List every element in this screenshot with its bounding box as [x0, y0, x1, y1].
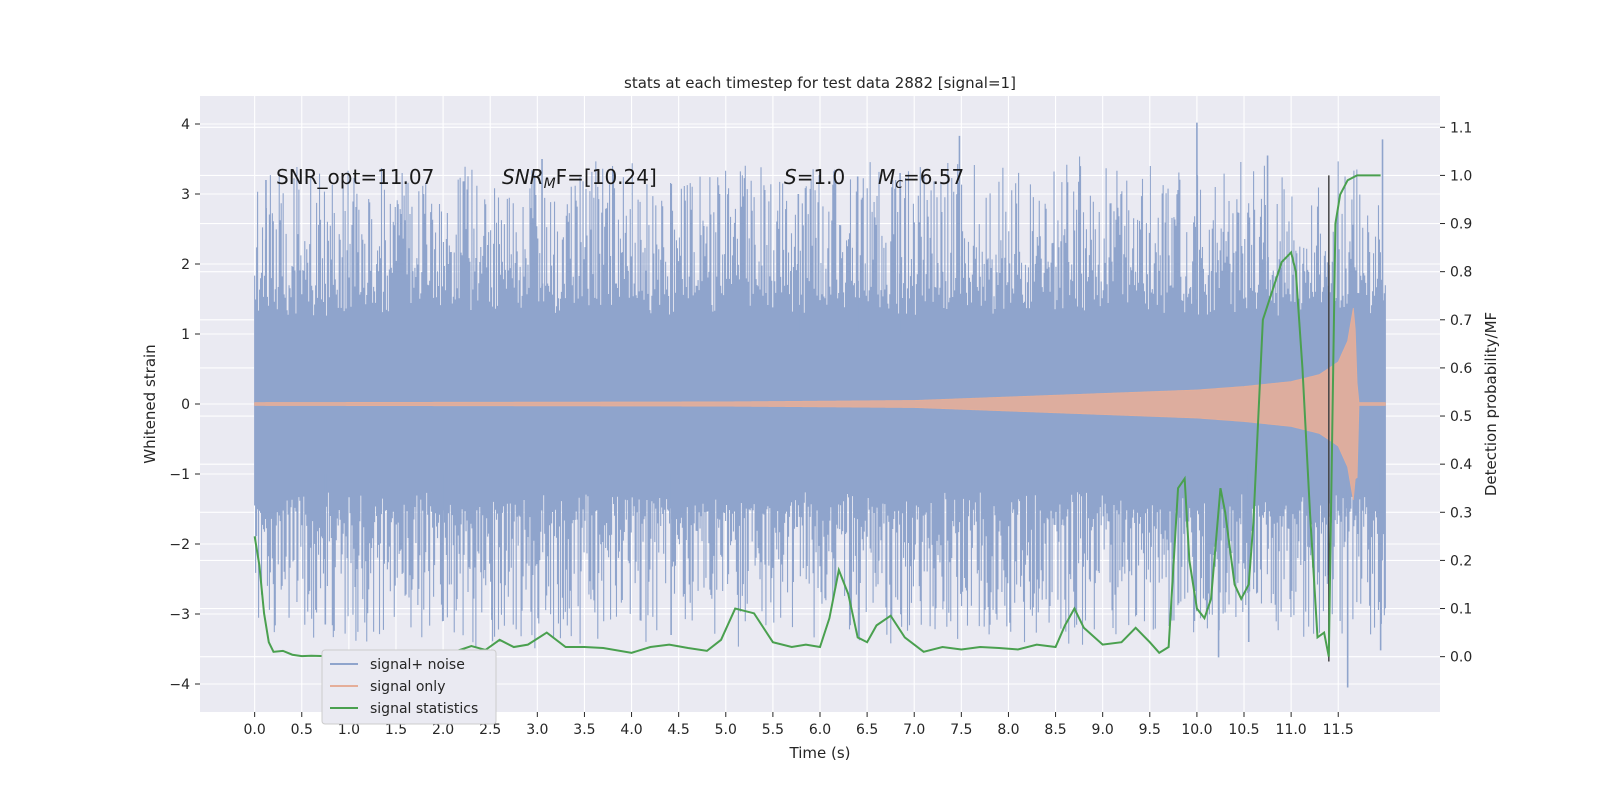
legend-label-signal-noise: signal+ noise	[370, 657, 465, 673]
y-tick-label: 0	[181, 397, 190, 413]
y2-tick-label: 0.8	[1450, 265, 1472, 281]
x-tick-label: 3.0	[526, 722, 548, 738]
y2-tick-label: 0.0	[1450, 650, 1472, 666]
y-tick-label: 1	[181, 327, 190, 343]
x-tick-label: 0.5	[291, 722, 313, 738]
axes: 0.0 0.5 1.0 1.5 2.0 2.5 3.0 3.5 4.0 4.5 5.0 5.5 6.0 6…	[169, 117, 1472, 738]
x-tick-label: 10.5	[1228, 722, 1259, 738]
x-tick-label: 5.0	[715, 722, 737, 738]
x-tick-label: 2.5	[479, 722, 501, 738]
y2-tick-label: 1.0	[1450, 168, 1472, 184]
x-tick-label: 10.0	[1181, 722, 1212, 738]
y-tick-label: 2	[181, 257, 190, 273]
legend: signal+ noise signal only signal statist…	[321, 649, 497, 725]
chart-title: stats at each timestep for test data 288…	[624, 74, 1016, 92]
x-tick-label: 3.5	[573, 722, 595, 738]
x-tick-label: 4.5	[668, 722, 690, 738]
s-main: S	[784, 165, 797, 189]
s-rest: =1.0	[797, 165, 846, 189]
annotation-snr-opt: SNR_opt=11.07	[276, 165, 434, 189]
y-tick-label: 3	[181, 187, 190, 203]
legend-box	[321, 649, 497, 725]
legend-label-signal-statistics: signal statistics	[370, 701, 478, 717]
x-axis-title: Time (s)	[789, 744, 851, 762]
mc-main: M	[878, 165, 895, 189]
x-tick-label: 11.5	[1323, 722, 1354, 738]
snr-mf-sub: M	[544, 176, 556, 192]
legend-label-signal-only: signal only	[370, 679, 445, 695]
y2-tick-label: 1.1	[1450, 120, 1472, 136]
y-tick-label: 4	[181, 117, 190, 133]
x-tick-label: 6.5	[856, 722, 878, 738]
y2-tick-label: 0.6	[1450, 361, 1472, 377]
snr-mf-rest: F=[10.24]	[556, 165, 657, 189]
y2-tick-label: 0.1	[1450, 602, 1472, 618]
x-tick-label: 1.5	[385, 722, 407, 738]
x-tick-label: 9.5	[1139, 722, 1161, 738]
annotation-s: S=1.0	[784, 165, 845, 189]
y2-tick-label: 0.2	[1450, 553, 1472, 569]
y-tick-label: −1	[169, 467, 190, 483]
x-tick-label: 6.0	[809, 722, 831, 738]
signal-only-envelope	[254, 307, 1386, 501]
y2-tick-label: 0.4	[1450, 457, 1472, 473]
y-axis-title: Whitened strain	[141, 344, 159, 463]
x-tick-label: 1.0	[338, 722, 360, 738]
x-tick-label: 11.0	[1276, 722, 1307, 738]
annotation-mc: Mc=6.57	[878, 165, 964, 192]
annotation-snr-mf: SNRMF=[10.24]	[502, 165, 657, 192]
x-tick-label: 7.0	[903, 722, 925, 738]
x-tick-label: 0.0	[244, 722, 266, 738]
y-tick-label: −4	[169, 677, 190, 693]
y2-tick-label: 0.9	[1450, 217, 1472, 233]
y2-tick-label: 0.7	[1450, 313, 1472, 329]
annotations: SNR_opt=11.07 SNRMF=[10.24] S=1.0 Mc=6.5…	[276, 165, 964, 192]
mc-sub: c	[895, 176, 903, 192]
x-tick-label: 5.5	[762, 722, 784, 738]
x-tick-label: 8.0	[997, 722, 1019, 738]
y2-tick-label: 0.5	[1450, 409, 1472, 425]
y-tick-label: −3	[169, 607, 190, 623]
snr-mf-main: SNR	[502, 165, 544, 189]
y2-tick-label: 0.3	[1450, 505, 1472, 521]
x-tick-label: 4.0	[620, 722, 642, 738]
mc-rest: =6.57	[903, 165, 964, 189]
y-tick-label: −2	[169, 537, 190, 553]
y2-axis-title: Detection probability/MF	[1482, 312, 1500, 496]
x-tick-label: 9.0	[1092, 722, 1114, 738]
x-tick-label: 2.0	[432, 722, 454, 738]
x-tick-label: 8.5	[1044, 722, 1066, 738]
x-tick-label: 7.5	[950, 722, 972, 738]
